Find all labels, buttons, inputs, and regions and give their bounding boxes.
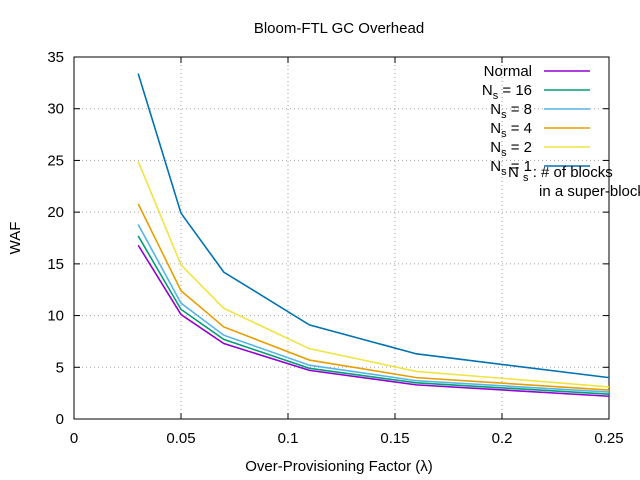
y-tick-label: 35 [47,49,64,66]
y-tick-label: 30 [47,101,64,118]
y-tick-label: 0 [56,411,64,428]
legend-label: Ns = 16 [482,82,532,102]
legend-label: Ns = 8 [490,101,532,121]
annotation-line2: in a super-block [539,183,640,200]
legend-label: Normal [484,63,532,80]
series-line [137,161,610,388]
legend-label: Ns = 2 [490,139,532,159]
axis-ticks: 0 0.05 0.1 0.15 0.2 0.25 0 5 10 15 20 25 30 35 [47,49,623,447]
y-tick-label: 25 [47,152,64,169]
y-tick-label: 10 [47,308,64,325]
series-line [137,244,610,398]
annotation: N s : # of blocks in a super-block [508,164,640,200]
annotation-symbol: N [508,164,519,181]
y-tick-label: 15 [47,256,64,273]
grid [74,57,609,419]
x-axis-label: Over-Provisioning Factor (λ) [245,458,433,475]
series-line [137,224,610,393]
series-lines [137,73,610,398]
legend-label: Ns = 4 [490,120,532,140]
series-line [137,203,610,391]
x-tick-label: 0.05 [166,430,195,447]
x-tick-label: 0 [70,430,78,447]
svg-text:N s : # of blocks: N s : # of blocks [508,164,613,185]
y-tick-label: 20 [47,204,64,221]
series-line [137,235,610,395]
x-tick-label: 0.15 [380,430,409,447]
y-tick-label: 5 [56,359,64,376]
annotation-subscript: s [523,172,529,184]
x-tick-label: 0.25 [594,430,623,447]
x-tick-label: 0.1 [278,430,299,447]
x-tick-label: 0.2 [492,430,513,447]
legend-label: Ns = 1 [490,158,532,178]
plot-frame [73,56,610,420]
chart-title: Bloom-FTL GC Overhead [254,20,424,37]
series-line [137,73,610,379]
annotation-line1: : # of blocks [533,164,613,181]
y-axis-label: WAF [7,222,24,255]
